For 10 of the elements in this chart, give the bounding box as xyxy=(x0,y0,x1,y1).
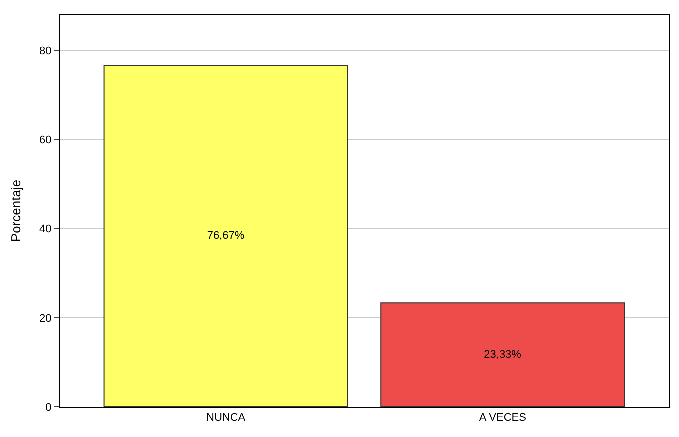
y-tick-label: 60 xyxy=(40,134,52,147)
x-tick-label: NUNCA xyxy=(206,412,246,424)
y-tick-label: 40 xyxy=(40,224,52,236)
y-tick-label: 20 xyxy=(40,312,52,325)
y-tick-label: 80 xyxy=(40,45,52,58)
x-tick-label: A VECES xyxy=(479,412,526,424)
y-axis-title: Porcentaje xyxy=(8,180,24,242)
data-label: 23,33% xyxy=(484,349,522,362)
data-label: 76,67% xyxy=(207,230,245,242)
y-tick-label: 0 xyxy=(46,402,52,414)
